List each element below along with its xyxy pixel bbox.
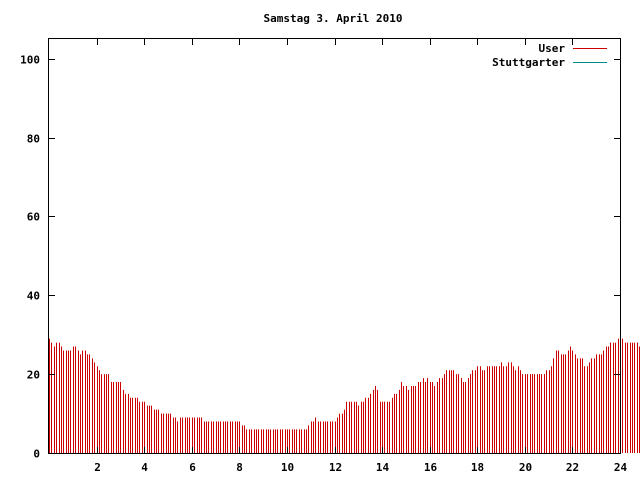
x-tick-label: 6 <box>189 461 196 474</box>
x-tick-label: 2 <box>94 461 101 474</box>
x-tick-label: 24 <box>614 461 628 474</box>
x-tick-label: 8 <box>236 461 243 474</box>
x-tick-label: 20 <box>519 461 532 474</box>
x-tick-label: 12 <box>329 461 342 474</box>
x-tick-label: 16 <box>424 461 438 474</box>
y-tick-label: 20 <box>27 369 40 382</box>
x-tick-label: 10 <box>281 461 294 474</box>
plot-frame <box>48 38 621 454</box>
x-tick-label: 14 <box>376 461 390 474</box>
x-tick-label: 18 <box>471 461 484 474</box>
y-axis: 0 20 40 60 80 100 <box>20 54 620 461</box>
bars-group <box>49 338 640 453</box>
legend-label-stuttgarter: Stuttgarter <box>492 56 565 69</box>
x-tick-label: 4 <box>141 461 148 474</box>
y-tick-label: 100 <box>20 54 40 67</box>
x-axis: 2 4 6 8 10 12 14 16 18 20 22 24 <box>94 39 627 474</box>
legend-label-user: User <box>539 42 566 55</box>
chart-title: Samstag 3. April 2010 <box>263 12 402 25</box>
legend: User Stuttgarter <box>492 42 607 69</box>
y-tick-label: 80 <box>27 133 40 146</box>
y-tick-label: 0 <box>33 448 40 461</box>
y-tick-label: 60 <box>27 211 40 224</box>
x-tick-label: 22 <box>566 461 579 474</box>
y-tick-label: 40 <box>27 290 40 303</box>
